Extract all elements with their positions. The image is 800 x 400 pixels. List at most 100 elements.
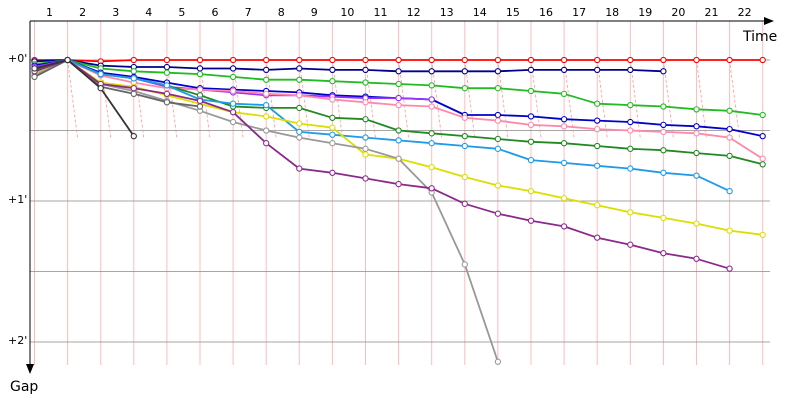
data-point: [494, 182, 502, 189]
data-point: [594, 117, 601, 124]
data-point: [163, 56, 171, 64]
data-point: [163, 82, 171, 89]
data-point: [329, 140, 336, 147]
data-point: [560, 90, 568, 97]
data-point: [527, 156, 535, 164]
x-tick-label: 16: [539, 6, 553, 19]
data-point: [726, 187, 733, 195]
data-point: [461, 114, 468, 121]
data-point: [660, 121, 667, 129]
data-point: [759, 132, 766, 140]
x-tick-label: 15: [506, 6, 520, 19]
lap-connector: [431, 59, 443, 138]
lap-connector: [563, 59, 575, 138]
data-point: [726, 227, 733, 234]
data-point: [263, 113, 270, 120]
data-point: [494, 135, 502, 143]
x-tick-label: 2: [79, 6, 86, 19]
axes: Time Gap: [10, 17, 777, 395]
data-point: [494, 56, 502, 64]
data-point: [263, 66, 270, 74]
x-tick-label: 5: [178, 6, 185, 19]
data-point: [64, 56, 71, 64]
data-point: [362, 116, 369, 123]
y-tick-labels: +0' +1' +2': [8, 52, 27, 347]
data-point: [726, 107, 733, 114]
y-axis-arrow-icon: [26, 364, 34, 374]
series-10: [31, 56, 204, 110]
data-point: [163, 99, 171, 106]
data-point: [560, 195, 568, 202]
data-point: [130, 90, 137, 97]
data-point: [263, 101, 270, 109]
data-point: [494, 117, 502, 124]
data-point: [693, 56, 700, 64]
data-point: [163, 69, 171, 76]
data-point: [97, 70, 104, 78]
data-point: [693, 220, 700, 227]
x-tick-label: 14: [473, 6, 487, 19]
data-point: [527, 66, 535, 74]
data-point: [461, 142, 468, 150]
data-point: [428, 130, 435, 137]
x-tick-label: 12: [407, 6, 421, 19]
data-point: [560, 66, 568, 74]
lap-connector: [398, 59, 409, 138]
series-12: [31, 56, 137, 140]
data-point: [527, 56, 535, 64]
data-point: [627, 118, 634, 126]
data-point: [329, 169, 336, 176]
x-tick-label: 7: [245, 6, 252, 19]
data-point: [527, 138, 535, 145]
data-point: [31, 65, 38, 72]
data-point: [362, 145, 369, 152]
data-point: [560, 223, 568, 230]
series-line: [34, 59, 664, 73]
lap-connector: [629, 59, 641, 138]
lap-connector: [696, 59, 707, 138]
data-point: [362, 99, 369, 106]
data-point: [329, 114, 336, 121]
data-point: [759, 56, 766, 64]
data-point: [494, 358, 502, 365]
data-point: [627, 127, 634, 134]
x-tick-labels: 1 2 3 4 5 6 7 8 9 10 11 12 13 14 15 16 17 18 19 20 21 22: [46, 6, 752, 19]
data-point: [362, 66, 369, 74]
data-point: [627, 165, 634, 172]
data-point: [726, 265, 733, 272]
y-tick-label: +2': [8, 334, 27, 347]
data-point: [726, 56, 733, 64]
data-point: [329, 131, 336, 138]
lap-connector: [133, 59, 145, 138]
data-point: [759, 155, 766, 162]
x-tick-label: 18: [605, 6, 619, 19]
data-point: [560, 140, 568, 147]
data-point: [560, 56, 568, 64]
data-point: [196, 56, 204, 64]
data-point: [263, 56, 270, 64]
y-axis-title: Gap: [10, 379, 38, 395]
data-point: [163, 90, 171, 97]
data-point: [560, 116, 568, 123]
data-point: [627, 56, 634, 64]
x-tick-label: 13: [440, 6, 454, 19]
data-point: [594, 142, 601, 150]
data-point: [693, 172, 700, 179]
data-point: [560, 159, 568, 167]
series-7: [31, 56, 733, 195]
lap-connector: [100, 59, 112, 138]
data-point: [693, 130, 700, 137]
data-point: [395, 68, 402, 75]
data-point: [461, 173, 468, 181]
data-point: [395, 94, 402, 102]
series-0: [31, 56, 766, 65]
x-tick-label: 10: [340, 6, 354, 19]
data-point: [263, 90, 270, 97]
data-point: [395, 137, 402, 144]
data-point: [229, 73, 237, 81]
lap-connector: [166, 59, 178, 138]
data-point: [693, 123, 700, 130]
data-point: [660, 250, 667, 257]
data-point: [494, 111, 502, 119]
data-point: [627, 241, 634, 248]
